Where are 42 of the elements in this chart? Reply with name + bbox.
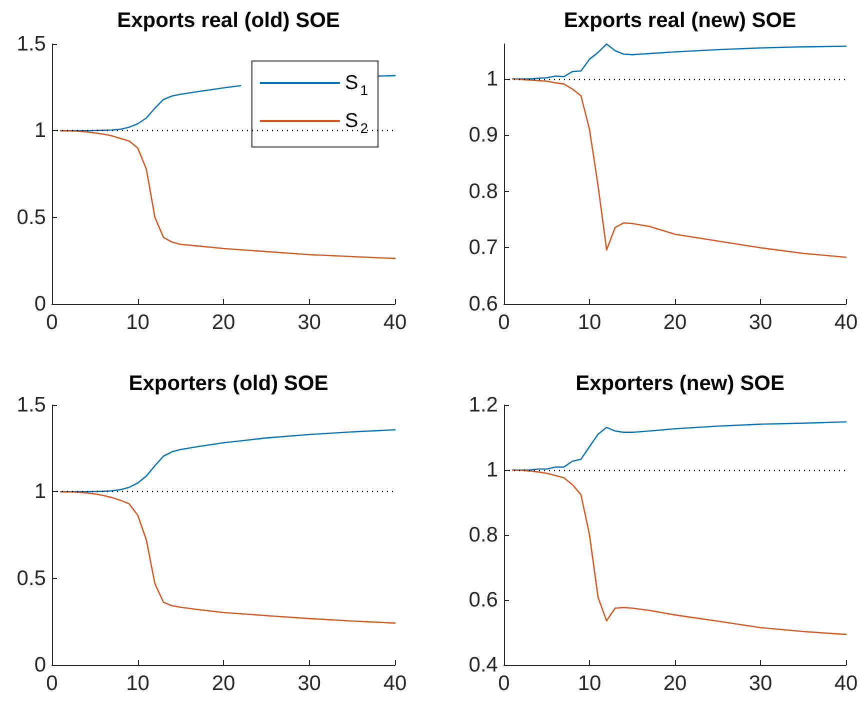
x-tick-label: 40 [834, 311, 858, 334]
x-tick-label: 30 [748, 672, 772, 695]
y-tick-label: 0.8 [468, 524, 498, 546]
line-series [60, 491, 396, 624]
line-series [512, 78, 847, 258]
y-tick-label: 0 [34, 292, 46, 316]
chart-title: Exports real (old) SOE [117, 9, 340, 32]
line-series [512, 469, 847, 636]
x-tick-label: 10 [578, 672, 602, 695]
y-tick-label: 1 [486, 458, 498, 482]
x-tick-label: 40 [834, 672, 858, 695]
y-tick-label: 0.6 [468, 588, 498, 612]
y-tick-label: 1.2 [468, 394, 498, 416]
x-tick-label: 40 [383, 672, 407, 695]
x-tick-label: 20 [663, 311, 687, 334]
y-tick-label: 0.4 [468, 654, 498, 676]
y-tick-label: 0.5 [16, 566, 46, 590]
x-tick-label: 20 [212, 672, 236, 695]
y-tick-label: 1.5 [16, 32, 46, 56]
y-tick-label: 0.6 [468, 292, 498, 316]
x-tick-label: 10 [126, 311, 150, 334]
line-series [512, 43, 847, 80]
x-tick-label: 40 [383, 311, 407, 334]
x-tick-label: 10 [126, 672, 150, 695]
y-tick-label: 1 [486, 67, 498, 90]
y-tick-label: 0.9 [468, 124, 498, 147]
x-tick-label: 30 [298, 311, 321, 334]
x-tick-label: 30 [298, 672, 321, 695]
chart-title: Exports real (new) SOE [564, 9, 796, 32]
chart-title: Exporters (new) SOE [576, 372, 784, 395]
chart-title: Exporters (old) SOE [128, 372, 328, 395]
x-tick-label: 20 [663, 672, 687, 695]
y-tick-label: 0 [34, 654, 46, 676]
x-tick-label: 30 [748, 311, 772, 334]
x-tick-label: 20 [212, 311, 236, 334]
x-tick-label: 10 [578, 311, 602, 334]
y-tick-label: 1 [34, 119, 46, 142]
y-tick-label: 0.7 [468, 236, 498, 260]
y-tick-label: 0.5 [16, 206, 46, 229]
y-tick-label: 1.5 [16, 394, 46, 416]
y-tick-label: 0.8 [468, 180, 498, 203]
y-tick-label: 1 [34, 480, 46, 504]
